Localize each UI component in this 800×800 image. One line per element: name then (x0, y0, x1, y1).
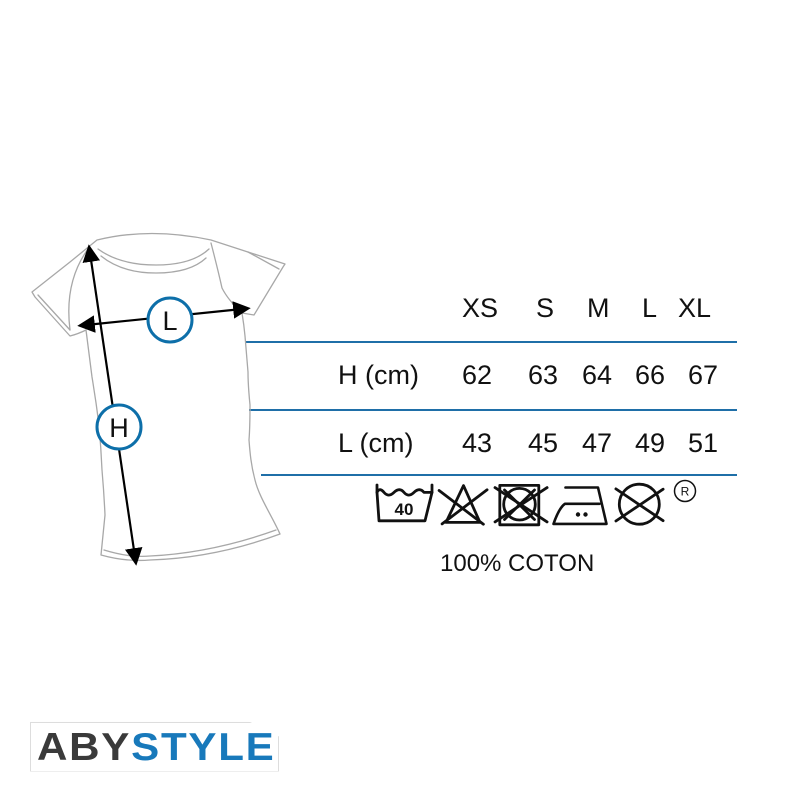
svg-text:40: 40 (395, 500, 414, 519)
svg-text:R: R (681, 485, 690, 499)
svg-text:H: H (109, 413, 129, 443)
svg-text:L: L (162, 306, 177, 336)
